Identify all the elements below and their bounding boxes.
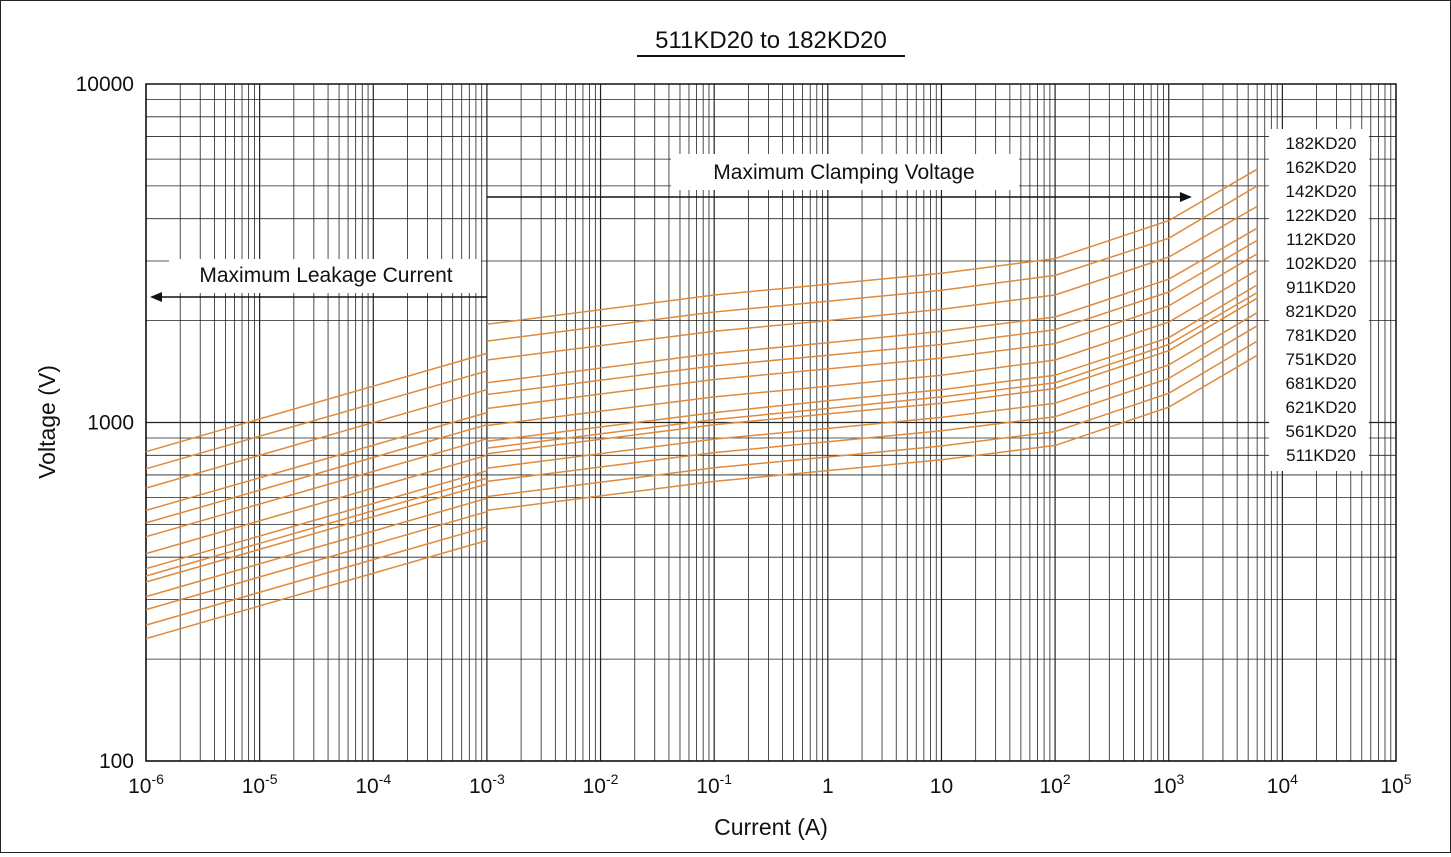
series-clamp-line [486, 312, 1258, 469]
y-tick-label: 10000 [76, 73, 134, 96]
clamp-annotation: Maximum Clamping Voltage [713, 161, 974, 184]
x-tick-label: 10-5 [242, 771, 278, 798]
legend-entry: 821KD20 [1286, 302, 1357, 321]
plot-border [145, 83, 1397, 762]
series-leakage-line [145, 438, 488, 538]
series-leakage-line [145, 352, 488, 453]
legend-entry: 561KD20 [1286, 422, 1357, 441]
clamp-arrowhead [1179, 192, 1192, 202]
chart-title: 511KD20 to 182KD20 [655, 27, 887, 54]
legend-entry: 781KD20 [1286, 326, 1357, 345]
x-tick-label: 1 [822, 775, 834, 798]
legend-entry: 621KD20 [1286, 398, 1357, 417]
series-clamp-line [486, 340, 1258, 498]
x-tick-labels: 10-6 10-5 10-4 10-3 10-2 10-1 1 10 102 103 104 105 [128, 771, 1412, 798]
legend-entry: 162KD20 [1286, 158, 1357, 177]
series-leakage-line [145, 470, 488, 570]
x-tick-label: 102 [1040, 771, 1071, 798]
legend-entry: 751KD20 [1286, 350, 1357, 369]
series-leakage-line [145, 526, 488, 626]
series-leakage-line [145, 497, 488, 598]
series-clamp-line [486, 239, 1258, 396]
legend-entry: 681KD20 [1286, 374, 1357, 393]
x-tick-label: 10-3 [469, 771, 505, 798]
series-leakage-line [145, 477, 488, 577]
series-leakage-line [145, 423, 488, 524]
x-tick-label: 10-1 [696, 771, 732, 798]
series-clamp-line [486, 253, 1258, 410]
series-clamp-line [486, 168, 1258, 326]
series-leakage-line [145, 539, 488, 640]
leakage-annotation: Maximum Leakage Current [199, 264, 452, 287]
series-clamp-line [486, 227, 1258, 384]
series-clamp-line [486, 297, 1258, 455]
x-tick-label: 10-2 [583, 771, 619, 798]
y-tick-label: 1000 [87, 412, 134, 435]
series-clamp-line [486, 269, 1258, 427]
y-tick-label: 100 [99, 750, 134, 773]
legend-entry: 122KD20 [1286, 206, 1357, 225]
y-tick-labels: 100 1000 10000 [76, 73, 134, 773]
series-clamp-line [486, 291, 1258, 449]
series-clamp-line [486, 325, 1258, 483]
series-leakage-line [145, 388, 488, 489]
leakage-arrowhead [150, 292, 162, 302]
x-tick-label: 10 [930, 775, 953, 798]
x-tick-label: 105 [1380, 771, 1411, 798]
x-tick-label: 104 [1267, 771, 1298, 798]
legend: 182KD20 162KD20 142KD20 122KD20 112KD20 102KD… [1269, 129, 1369, 471]
series-leakage-line [145, 483, 488, 583]
legend-entry: 102KD20 [1286, 254, 1357, 273]
series-clamp-line [486, 205, 1258, 361]
x-axis-label: Current (A) [714, 814, 828, 840]
leakage-label-bg [169, 259, 481, 293]
legend-entry: 511KD20 [1286, 446, 1356, 465]
legend-entry: 182KD20 [1286, 134, 1357, 153]
x-tick-label: 10-6 [128, 771, 164, 798]
series-leakage-line [145, 370, 488, 470]
clamp-label-bg [671, 154, 1019, 190]
series-clamp-line [486, 284, 1258, 443]
curves [145, 168, 1258, 640]
annotations: Maximum Clamping Voltage Maximum Leakage… [150, 154, 1192, 302]
legend-box [1269, 129, 1369, 471]
legend-entry: 112KD20 [1286, 230, 1356, 249]
series-leakage-line [145, 454, 488, 555]
series-leakage-line [145, 411, 488, 512]
legend-entry: 142KD20 [1286, 182, 1357, 201]
x-tick-label: 103 [1153, 771, 1184, 798]
legend-entry: 911KD20 [1286, 278, 1356, 297]
series-clamp-line [486, 354, 1258, 512]
series-clamp-line [486, 185, 1258, 342]
x-tick-label: 10-4 [355, 771, 391, 798]
y-axis-label: Voltage (V) [34, 365, 60, 479]
series-leakage-line [145, 510, 488, 611]
